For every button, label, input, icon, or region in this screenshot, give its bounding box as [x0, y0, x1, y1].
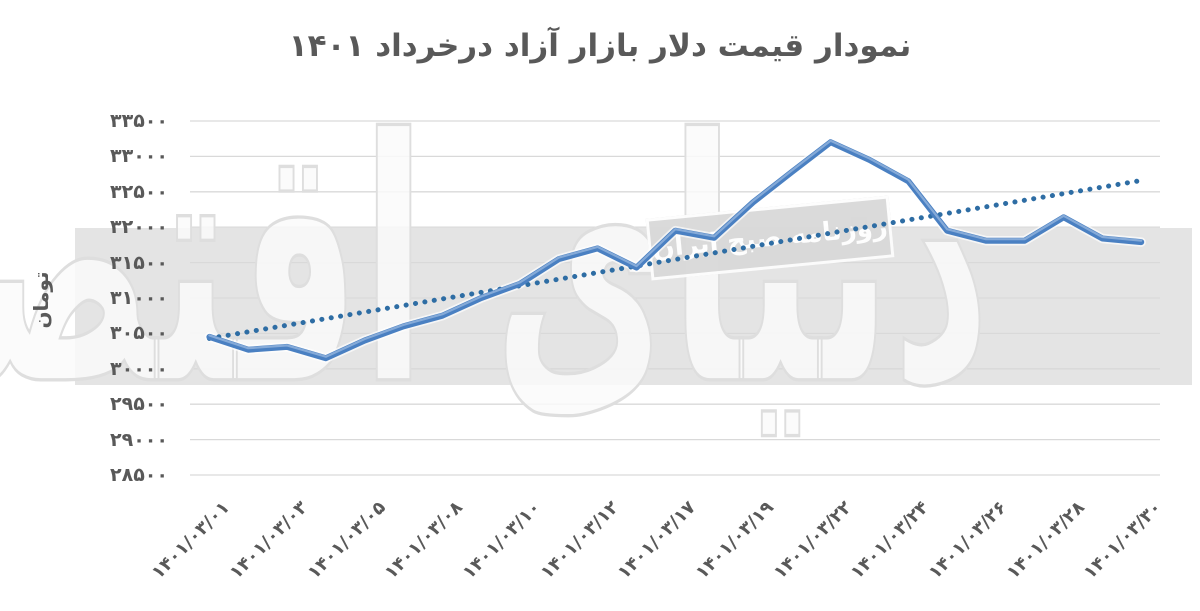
y-axis-title: تومان	[29, 271, 53, 329]
y-tick-label: ۳۱۰۰۰	[110, 287, 168, 309]
y-tick-label: ۳۰۵۰۰	[110, 322, 168, 344]
y-tick-label: ۳۳۰۰۰	[110, 145, 168, 167]
price-line-highlight	[208, 139, 1143, 358]
chart-title: نمودار قیمت دلار بازار آزاد درخرداد ۱۴۰۱	[288, 28, 912, 64]
trendline-dotted	[206, 178, 1144, 341]
y-tick-label: ۳۳۵۰۰	[110, 110, 168, 132]
watermark-band	[75, 228, 1192, 385]
y-tick-label: ۳۱۵۰۰	[110, 252, 168, 274]
y-tick-label: ۳۲۰۰۰	[110, 216, 168, 238]
y-tick-label: ۳۲۵۰۰	[110, 181, 168, 203]
y-tick-label: ۲۹۰۰۰	[110, 429, 168, 451]
y-tick-label: ۳۰۰۰۰	[110, 358, 168, 380]
price-line	[206, 139, 1145, 362]
price-line-casing	[204, 137, 1146, 363]
y-tick-label: ۲۹۵۰۰	[110, 393, 168, 415]
y-tick-label: ۲۸۵۰۰	[110, 464, 168, 486]
